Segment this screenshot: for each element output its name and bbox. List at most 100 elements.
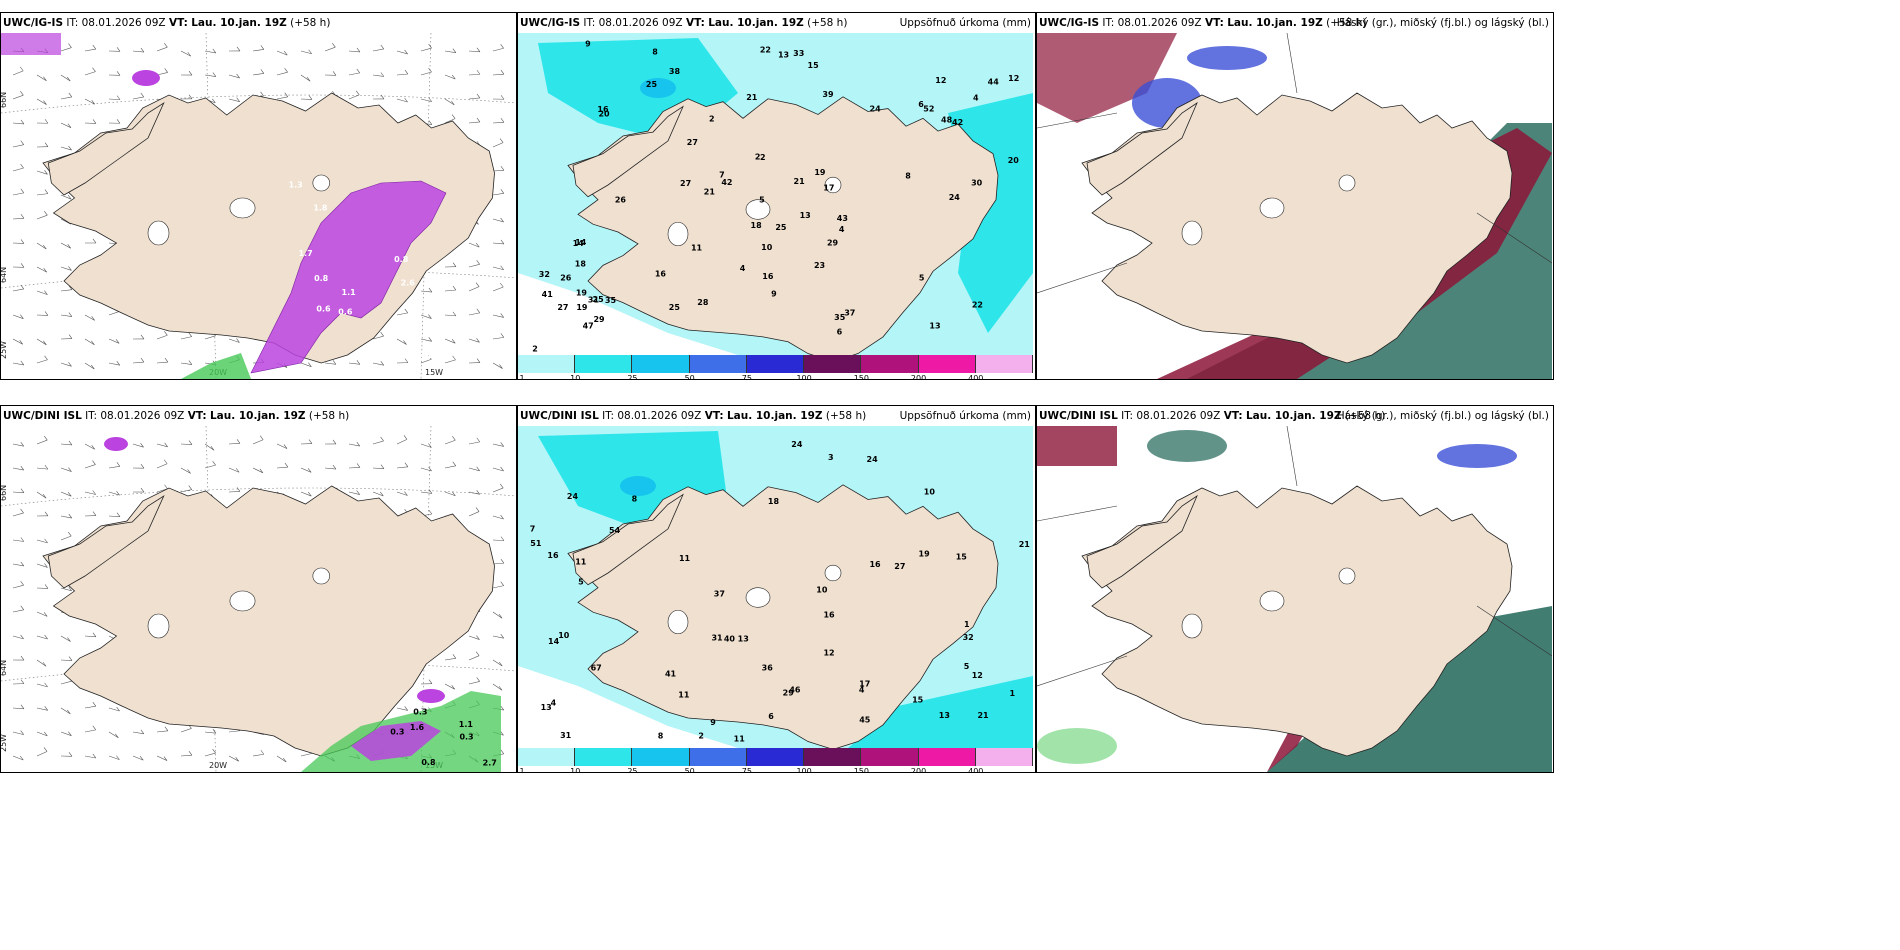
colorbar: 1 10 25 50 75 100 150 200 400 <box>518 355 1033 380</box>
value-label: 8 <box>632 495 638 504</box>
valid-time: Lau. 10.jan. 19Z <box>708 17 804 29</box>
value-label: 19 <box>814 168 826 177</box>
init-time: IT: 08.01.2026 09Z <box>583 17 683 29</box>
value-label: 13 <box>800 211 811 220</box>
value-label: 37 <box>844 309 855 318</box>
value-label: 11 <box>734 735 746 744</box>
value-label: 14 <box>573 239 585 248</box>
value-label: 19 <box>576 303 588 312</box>
valid-time: Lau. 10.jan. 19Z <box>1227 17 1323 29</box>
colorbar-tick: 100 <box>796 767 812 773</box>
panel-header: UWC/IG-IS IT: 08.01.2026 09Z VT: Lau. 10… <box>3 17 330 29</box>
value-label: 12 <box>823 648 834 657</box>
colorbar-swatch <box>804 748 862 766</box>
model-name: UWC/DINI ISL <box>520 410 599 422</box>
value-label: 2 <box>532 345 538 354</box>
map-canvas: 1116211513176745241611131081219323121184… <box>518 426 1033 748</box>
colorbar: 1 10 25 50 75 100 150 200 400 <box>518 748 1033 773</box>
value-label: 9 <box>710 718 716 727</box>
value-label: 32 <box>539 270 550 279</box>
value-label: 16 <box>597 105 609 114</box>
valid-time-label: VT: <box>187 410 207 422</box>
lon-label-25w: 25W <box>1 341 8 359</box>
valid-time: Lau. 10.jan. 19Z <box>1245 410 1342 422</box>
colorbar-tick: 75 <box>741 767 752 773</box>
value-label: 2.4 <box>417 352 432 361</box>
value-label: 28 <box>697 298 709 307</box>
glacier-outline <box>745 199 771 220</box>
glacier-outline <box>1181 220 1203 246</box>
colorbar-tick: 400 <box>968 767 984 773</box>
valid-time-label: VT: <box>685 17 705 29</box>
value-label: 38 <box>669 67 681 76</box>
value-label: 27 <box>894 562 905 571</box>
value-label: 5 <box>919 273 925 282</box>
value-label: 20 <box>598 110 610 119</box>
region-boundaries <box>1037 33 1552 294</box>
value-label: 27 <box>687 138 698 147</box>
value-label: 1.6 <box>410 723 425 732</box>
colorbar-tick: 10 <box>570 374 581 380</box>
value-label: 29 <box>593 315 605 324</box>
glacier-outline <box>1338 567 1356 585</box>
value-label: 24 <box>791 440 803 449</box>
value-label: 0.3 <box>390 728 404 737</box>
value-label: 19 <box>576 289 588 298</box>
iceland-land <box>1081 485 1513 757</box>
value-label: 24 <box>867 455 879 464</box>
lon-label-25w: 25W <box>1 734 8 752</box>
value-label: 16 <box>823 611 835 620</box>
value-label: 22 <box>972 301 983 310</box>
value-label: 25 <box>669 303 681 312</box>
panel-title: Uppsöfnuð úrkoma (mm) <box>899 410 1031 422</box>
panel-header: UWC/IG-IS IT: 08.01.2026 09Z VT: Lau. 10… <box>1039 17 1366 29</box>
value-label: 27 <box>557 303 568 312</box>
value-label: 16 <box>547 551 559 560</box>
value-label: 1.8 <box>313 203 328 212</box>
value-label: 16 <box>655 270 667 279</box>
colorbar-tick: 25 <box>627 374 638 380</box>
model-name: UWC/DINI ISL <box>1039 410 1118 422</box>
value-label: 11 <box>678 691 690 700</box>
colorbar-swatch <box>918 355 976 373</box>
map-canvas: 20W15W66N64N25W1.11.71.32.62.41.80.60.80… <box>1 33 516 379</box>
panel-title: Háský (gr.), miðský (fj.bl.) og lágský (… <box>1336 17 1549 29</box>
value-label: 16 <box>869 560 881 569</box>
lead-time: (+58 h) <box>290 17 331 29</box>
value-label: 6 <box>918 100 924 109</box>
value-label: 47 <box>583 322 594 331</box>
value-label: 15 <box>912 696 924 705</box>
value-label: 14 <box>575 238 587 247</box>
value-label: 0.8 <box>421 758 436 767</box>
map-canvas: 20W15W66N64N25W0.32.70.30.81.11.60.3 <box>1 426 516 772</box>
value-label: 16 <box>762 272 774 281</box>
value-label: 18 <box>575 259 587 268</box>
value-label: 11 <box>679 554 691 563</box>
lon-label-15w: 15W <box>425 368 443 377</box>
value-label: 18 <box>768 497 780 506</box>
panel-header: UWC/DINI ISL IT: 08.01.2026 09Z VT: Lau.… <box>520 410 866 422</box>
colorbar-tick: 10 <box>570 767 581 773</box>
lat-label-66n: 66N <box>1 485 8 501</box>
value-label: 44 <box>988 77 1000 86</box>
lead-time: (+58 h) <box>825 410 867 422</box>
value-label: 23 <box>814 261 825 270</box>
value-labels: 1.1 1.7 1.3 2.6 2.4 1.8 0.6 0.8 0.6 0.8 <box>289 181 432 362</box>
value-label: 5 <box>578 577 584 586</box>
value-label: 45 <box>859 715 871 724</box>
value-label: 1.1 <box>459 720 474 729</box>
value-label: 67 <box>591 663 602 672</box>
value-label: 9 <box>771 290 777 299</box>
value-label: 24 <box>567 492 579 501</box>
glacier-outline <box>1181 613 1203 639</box>
colorbar-swatch <box>689 355 747 373</box>
value-label: 42 <box>952 118 963 127</box>
map-canvas: 2530421318201725114452381612281529483335… <box>518 33 1033 355</box>
value-label: 12 <box>972 671 983 680</box>
panel-wind-dini: UWC/DINI ISL IT: 08.01.2026 09Z VT: Lau.… <box>0 405 517 773</box>
value-label: 10 <box>761 243 773 252</box>
value-label: 2 <box>760 153 766 162</box>
value-label: 41 <box>542 290 554 299</box>
panel-cloud-dini: UWC/DINI ISL IT: 08.01.2026 09Z VT: Lau.… <box>1036 405 1554 773</box>
value-label: 0.6 <box>338 308 353 317</box>
